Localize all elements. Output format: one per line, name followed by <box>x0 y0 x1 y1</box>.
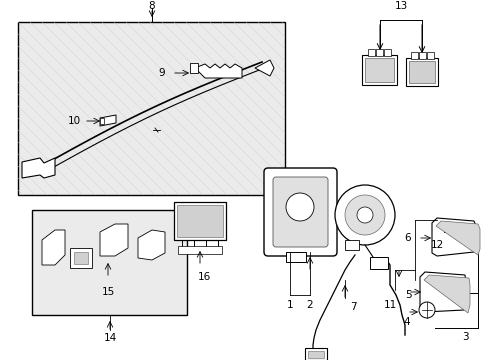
Text: 3: 3 <box>461 332 468 342</box>
Bar <box>364 58 393 82</box>
Bar <box>177 205 223 237</box>
Polygon shape <box>254 60 273 76</box>
Bar <box>361 55 396 85</box>
Text: 1: 1 <box>286 300 293 310</box>
Polygon shape <box>22 158 55 178</box>
Circle shape <box>285 193 313 221</box>
Bar <box>174 202 225 240</box>
Bar <box>70 248 92 268</box>
Bar <box>383 49 390 56</box>
Circle shape <box>345 195 384 235</box>
Bar <box>418 52 425 59</box>
Text: 15: 15 <box>101 287 114 297</box>
Text: 10: 10 <box>67 116 81 126</box>
Bar <box>426 52 433 59</box>
Text: 2: 2 <box>306 300 313 310</box>
Bar <box>178 246 222 254</box>
Bar <box>305 348 326 360</box>
Text: 9: 9 <box>159 68 165 78</box>
FancyBboxPatch shape <box>264 168 336 256</box>
Circle shape <box>418 302 434 318</box>
Bar <box>32 210 186 315</box>
Polygon shape <box>435 221 479 255</box>
Polygon shape <box>423 275 469 313</box>
Bar <box>100 118 104 124</box>
Polygon shape <box>100 115 116 126</box>
Polygon shape <box>419 272 465 312</box>
Text: 8: 8 <box>148 1 155 11</box>
Bar <box>410 52 417 59</box>
Bar <box>408 61 434 83</box>
Text: 5: 5 <box>404 290 410 300</box>
Text: 13: 13 <box>393 1 407 11</box>
Text: 6: 6 <box>404 233 410 243</box>
Bar <box>74 252 88 264</box>
Bar <box>405 58 437 86</box>
Bar <box>285 252 305 262</box>
Text: 7: 7 <box>349 302 356 312</box>
Text: 14: 14 <box>103 333 116 343</box>
Bar <box>367 49 374 56</box>
Polygon shape <box>195 64 242 78</box>
Text: 12: 12 <box>429 240 443 250</box>
Polygon shape <box>100 224 128 256</box>
Bar <box>307 351 324 358</box>
Polygon shape <box>42 230 65 265</box>
Circle shape <box>334 185 394 245</box>
Text: 4: 4 <box>403 317 409 327</box>
Text: 11: 11 <box>383 300 396 310</box>
Text: 16: 16 <box>197 272 210 282</box>
Bar <box>190 63 198 73</box>
Bar <box>18 22 285 195</box>
Bar <box>345 240 358 250</box>
Polygon shape <box>431 218 475 256</box>
Bar <box>369 257 387 269</box>
Polygon shape <box>138 230 164 260</box>
Circle shape <box>356 207 372 223</box>
FancyBboxPatch shape <box>272 177 327 247</box>
Bar <box>375 49 382 56</box>
